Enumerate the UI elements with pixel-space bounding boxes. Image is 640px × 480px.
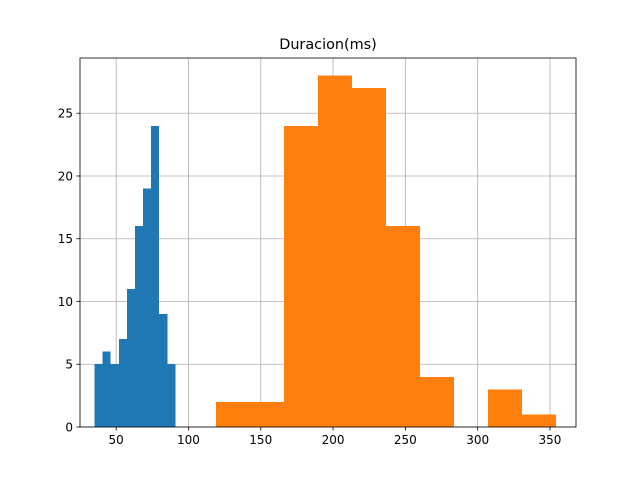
histogram-bar — [317, 75, 352, 428]
histogram-bar — [215, 401, 250, 427]
axes-layer: 50 100 150 200 250 300 350 0 5 10 15 20 25 — [58, 57, 577, 447]
histogram-bar — [167, 364, 176, 427]
plot-frame — [79, 57, 577, 428]
histogram-bar — [351, 88, 386, 428]
x-tick-label: 150 — [249, 433, 272, 447]
y-tick-label: 0 — [65, 421, 73, 435]
histogram-bar — [385, 226, 420, 427]
y-tick-label: 5 — [65, 358, 73, 372]
histogram-bar — [110, 364, 119, 427]
x-tick-label: 100 — [177, 433, 200, 447]
y-tick-label: 15 — [58, 232, 73, 246]
histogram-bar — [118, 339, 127, 427]
x-tick-label: 300 — [466, 433, 489, 447]
y-tick-label: 10 — [58, 295, 73, 309]
histogram-bar — [94, 364, 103, 427]
y-tick-label: 25 — [58, 107, 73, 121]
y-tick-label: 20 — [58, 169, 73, 183]
x-tick-label: 50 — [109, 433, 124, 447]
histogram-bar — [487, 389, 522, 427]
bars-layer — [94, 75, 556, 428]
histogram-bar — [134, 226, 144, 427]
x-tick-label: 250 — [394, 433, 417, 447]
histogram-bar — [159, 314, 168, 427]
chart-title: Duracion(ms) — [279, 37, 377, 53]
histogram-bar — [419, 376, 454, 427]
histogram-bar — [102, 351, 111, 427]
histogram-bar — [143, 188, 152, 427]
x-tick-label: 350 — [539, 433, 562, 447]
x-tick-label: 200 — [322, 433, 345, 447]
histogram-bar — [283, 125, 318, 427]
histogram-bar — [151, 125, 160, 427]
histogram-bar — [126, 288, 135, 427]
histogram-bar — [521, 414, 556, 427]
histogram-bar — [249, 401, 284, 427]
